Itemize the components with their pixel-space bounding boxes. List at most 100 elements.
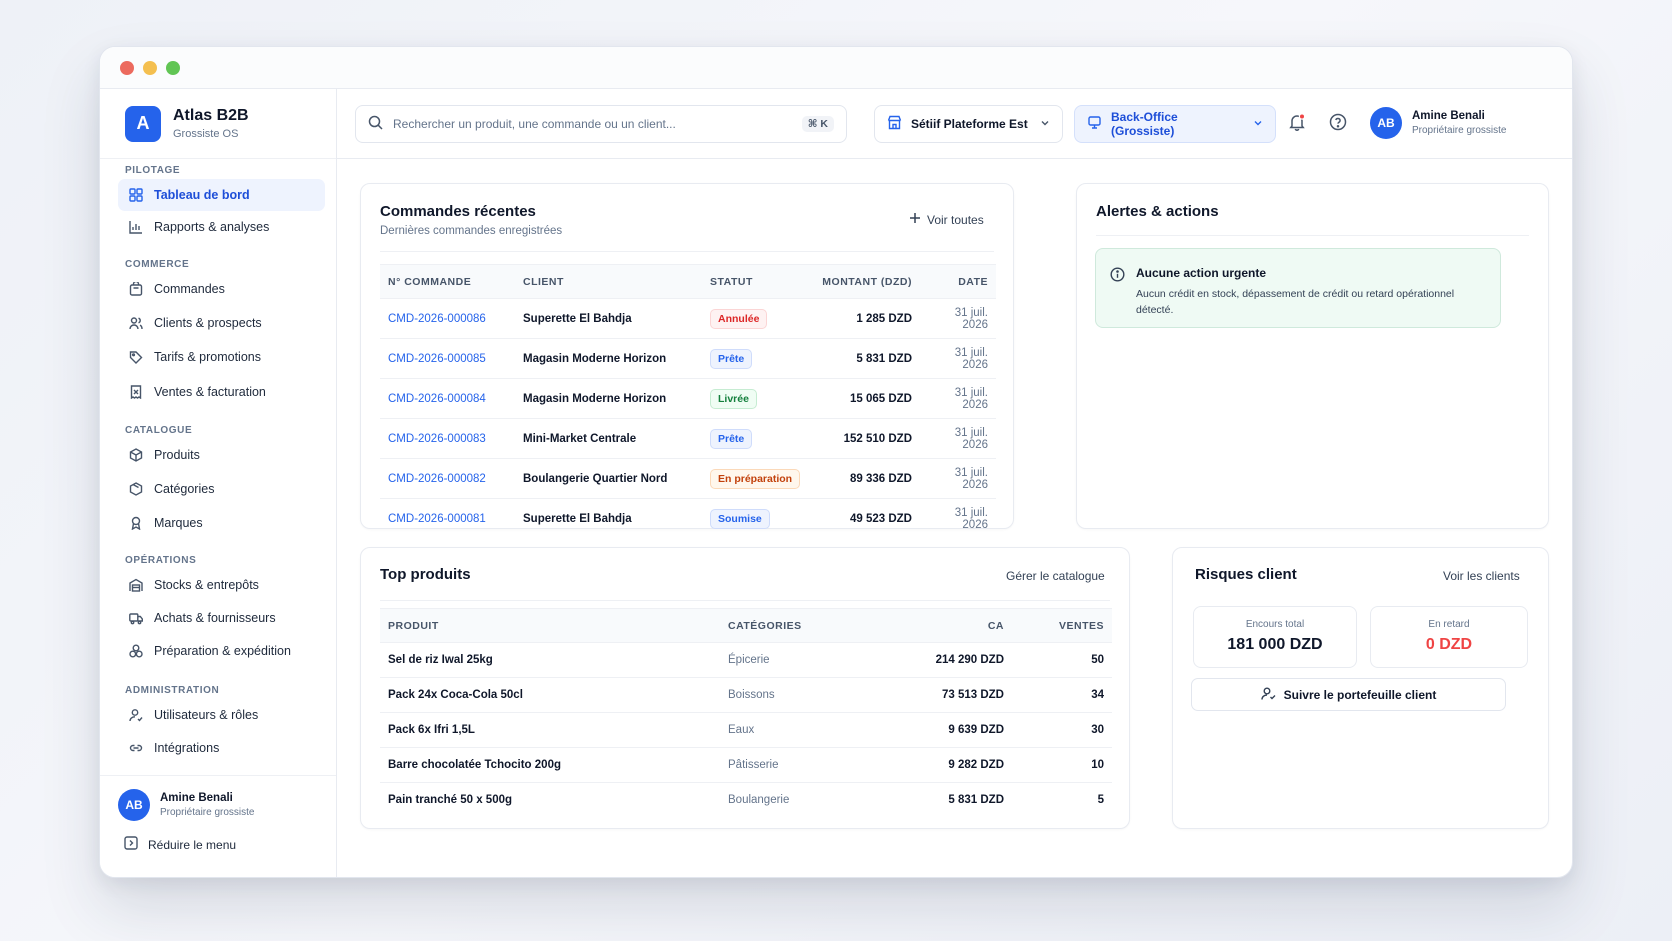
card-title: Alertes & actions: [1096, 203, 1219, 220]
order-id-link[interactable]: CMD-2026-000084: [380, 378, 515, 419]
sidebar-item-label: Marques: [154, 516, 203, 530]
search-shortcut: ⌘ K: [801, 116, 834, 132]
table-row[interactable]: Barre chocolatée Tchocito 200g Pâtisseri…: [380, 747, 1112, 783]
order-amount: 89 336 DZD: [812, 458, 920, 499]
receipt-icon: [128, 384, 144, 400]
sidebar-item-shipping[interactable]: Préparation & expédition: [118, 635, 325, 667]
search-input[interactable]: Rechercher un produit, une commande ou u…: [355, 105, 847, 143]
close-window-button[interactable]: [120, 60, 134, 75]
table-row[interactable]: CMD-2026-000081 Superette El Bahdja Soum…: [380, 499, 996, 539]
mode-label: Back-Office (Grossiste): [1111, 110, 1178, 138]
table-row[interactable]: Sel de riz Iwal 25kg Épicerie 214 290 DZ…: [380, 642, 1112, 678]
card-title: Risques client: [1195, 566, 1297, 583]
help-button[interactable]: [1327, 113, 1349, 135]
sidebar-item-purchases[interactable]: Achats & fournisseurs: [118, 602, 325, 634]
sidebar-item-label: Intégrations: [154, 741, 220, 755]
mode-selector[interactable]: Back-Office (Grossiste): [1074, 105, 1276, 143]
sidebar-item-clients[interactable]: Clients & prospects: [118, 307, 325, 339]
product-category: Boissons: [720, 677, 890, 713]
order-id-link[interactable]: CMD-2026-000083: [380, 418, 515, 459]
order-id-link[interactable]: CMD-2026-000086: [380, 298, 515, 339]
link-label: Gérer le catalogue: [1006, 569, 1105, 583]
product-name: Sel de riz Iwal 25kg: [380, 642, 720, 678]
sidebar-item-label: Utilisateurs & rôles: [154, 708, 259, 722]
card-title: Commandes récentes: [380, 203, 536, 220]
bag-icon: [128, 281, 144, 297]
sidebar-item-brands[interactable]: Marques: [118, 507, 325, 539]
user-cog-icon: [128, 707, 144, 723]
manage-catalogue-link[interactable]: Gérer le catalogue: [1006, 569, 1105, 583]
tag-icon: [128, 349, 144, 365]
minimize-window-button[interactable]: [143, 60, 157, 75]
table-row[interactable]: Pack 24x Coca-Cola 50cl Boissons 73 513 …: [380, 677, 1112, 713]
order-id-link[interactable]: CMD-2026-000085: [380, 338, 515, 379]
site-selector[interactable]: Sétiif Plateforme Est: [874, 105, 1063, 143]
table-row[interactable]: Pack 6x Ifri 1,5L Eaux 9 639 DZD 30: [380, 712, 1112, 748]
column-header: Produit: [380, 608, 720, 643]
order-id-link[interactable]: CMD-2026-000081: [388, 512, 486, 525]
table-row[interactable]: CMD-2026-000082 Boulangerie Quartier Nor…: [380, 458, 996, 499]
link-label: Voir toutes: [927, 212, 984, 227]
product-name: Pack 24x Coca-Cola 50cl: [380, 677, 720, 713]
product-revenue: 5 831 DZD: [948, 794, 1004, 807]
notifications-button[interactable]: [1286, 112, 1308, 135]
ribbon-icon: [128, 515, 144, 531]
sidebar-item-categories[interactable]: Catégories: [118, 473, 325, 505]
sidebar-item-stocks[interactable]: Stocks & entrepôts: [118, 569, 325, 601]
kpi-value: 181 000 DZD: [1227, 636, 1323, 653]
product-category: Eaux: [720, 712, 890, 748]
table-row[interactable]: CMD-2026-000086 Superette El Bahdja Annu…: [380, 298, 996, 339]
sidebar-item-billing[interactable]: Ventes & facturation: [118, 376, 325, 408]
view-clients-link[interactable]: Voir les clients: [1443, 569, 1520, 583]
sidebar-item-users[interactable]: Utilisateurs & rôles: [118, 699, 325, 731]
info-icon: [1110, 267, 1125, 287]
follow-portfolio-button[interactable]: Suivre le portefeuille client: [1191, 678, 1506, 711]
table-row[interactable]: Pain tranché 50 x 500g Boulangerie 5 831…: [380, 783, 1112, 818]
order-id-link[interactable]: CMD-2026-000082: [380, 458, 515, 499]
avatar: AB: [118, 789, 150, 821]
sidebar: A Atlas B2B Grossiste OS Pilotage Tablea…: [100, 89, 337, 877]
table-row[interactable]: CMD-2026-000083 Mini-Market Centrale Prê…: [380, 418, 996, 459]
sidebar-item-integrations[interactable]: Intégrations: [118, 732, 325, 764]
store-icon: [887, 115, 902, 133]
sidebar-item-reports[interactable]: Rapports & analyses: [118, 211, 325, 243]
brand[interactable]: A Atlas B2B Grossiste OS: [100, 89, 336, 159]
collapse-menu-button[interactable]: Réduire le menu: [124, 836, 236, 853]
alerts-card: Alertes & actions Aucune action urgente …: [1076, 183, 1549, 529]
order-amount: 1 285 DZD: [812, 298, 920, 339]
storefront-icon: [1087, 115, 1102, 133]
sidebar-user[interactable]: AB Amine Benali Propriétaire grossiste: [118, 789, 254, 821]
kpi-value: 0 DZD: [1425, 636, 1473, 653]
order-status-cell: Annulée: [702, 298, 812, 339]
divider: [380, 600, 1110, 601]
sidebar-item-dashboard[interactable]: Tableau de bord: [118, 179, 325, 211]
column-header: Client: [515, 264, 702, 299]
column-header: Statut: [702, 264, 812, 299]
bar-chart-icon: [128, 219, 144, 235]
product-category: Pâtisserie: [720, 747, 890, 783]
cube-icon: [128, 481, 144, 497]
overdue-kpi: En retard 0 DZD: [1370, 606, 1528, 668]
product-category: Épicerie: [720, 642, 890, 678]
product-category: Boulangerie: [728, 794, 790, 807]
table-row[interactable]: CMD-2026-000085 Magasin Moderne Horizon …: [380, 338, 996, 379]
order-client: Superette El Bahdja: [523, 512, 632, 525]
column-header: N° Commande: [380, 264, 515, 299]
brand-name: Atlas B2B: [173, 107, 249, 124]
divider: [380, 251, 994, 252]
user-menu[interactable]: AB Amine Benali Propriétaire grossiste: [1370, 107, 1506, 139]
column-header: Ventes: [1012, 608, 1112, 643]
view-all-orders-link[interactable]: Voir toutes: [909, 212, 984, 227]
table-row[interactable]: CMD-2026-000084 Magasin Moderne Horizon …: [380, 378, 996, 419]
maximize-window-button[interactable]: [166, 60, 180, 75]
sidebar-item-label: Rapports & analyses: [154, 220, 270, 234]
status-badge: Livrée: [710, 388, 757, 409]
product-name: Pain tranché 50 x 500g: [388, 794, 513, 807]
users-icon: [128, 315, 144, 331]
status-badge: Prête: [710, 348, 753, 369]
sidebar-item-pricing[interactable]: Tarifs & promotions: [118, 341, 325, 373]
sidebar-item-orders[interactable]: Commandes: [118, 273, 325, 305]
help-icon: [1329, 113, 1347, 136]
alert-text: Aucun crédit en stock, dépassement de cr…: [1136, 288, 1455, 316]
sidebar-item-products[interactable]: Produits: [118, 439, 325, 471]
